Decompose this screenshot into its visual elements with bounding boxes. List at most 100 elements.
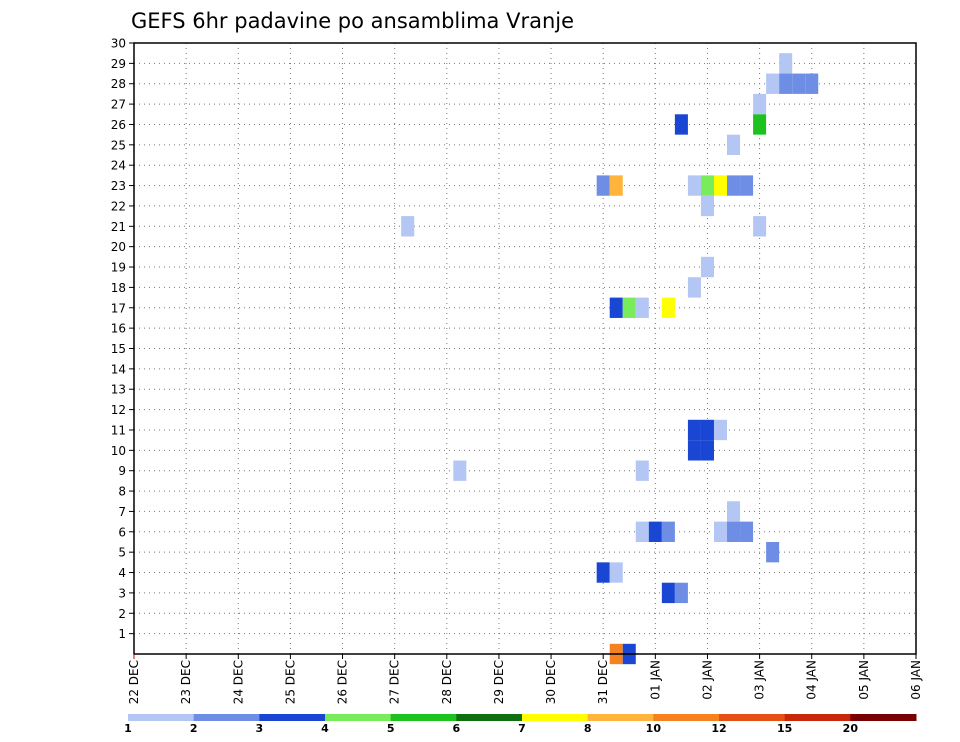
- heatmap-cell: [687, 175, 701, 196]
- y-tick-label: 18: [111, 281, 126, 295]
- x-tick-label: 23 DEC: [179, 660, 193, 704]
- x-tick-label: 22 DEC: [127, 660, 141, 704]
- x-tick-label: 31 DEC: [596, 660, 610, 704]
- x-tick-label: 27 DEC: [388, 660, 402, 704]
- heatmap-cell: [661, 582, 675, 604]
- colorbar-segment: [456, 714, 523, 721]
- x-tick-label: 05 JAN: [857, 660, 871, 700]
- heatmap-cell: [740, 521, 754, 542]
- heatmap-cell: [635, 521, 649, 542]
- heatmap-cell: [766, 541, 780, 563]
- y-tick-label: 4: [118, 566, 126, 580]
- y-tick-label: 16: [111, 322, 126, 336]
- x-tick-label: 28 DEC: [440, 660, 454, 704]
- y-tick-label: 28: [111, 77, 126, 91]
- heatmap-cell: [700, 419, 714, 441]
- x-tick-label: 25 DEC: [283, 660, 297, 704]
- heatmap-cell: [766, 73, 780, 94]
- y-tick-label: 8: [118, 485, 126, 499]
- y-tick-label: 23: [111, 179, 126, 193]
- heatmap-cell: [609, 562, 623, 583]
- heatmap-cell: [805, 73, 819, 94]
- heatmap-cell: [635, 460, 649, 481]
- colorbar: 1 2 3 4 5 6 7 8 10 12 15 20: [124, 714, 917, 735]
- x-tick-label: 26 DEC: [336, 660, 350, 704]
- heatmap-cell: [648, 521, 662, 542]
- heatmap-cell: [713, 175, 728, 196]
- colorbar-segment: [719, 714, 786, 721]
- heatmap-cell: [674, 114, 688, 135]
- heatmap-cell: [453, 460, 467, 481]
- colorbar-segment: [390, 714, 457, 721]
- heatmap-cell: [727, 501, 741, 522]
- y-tick-label: 22: [111, 199, 126, 213]
- y-tick-label: 1: [118, 627, 126, 641]
- heatmap-cell: [622, 297, 636, 318]
- heatmap-cell: [609, 297, 623, 318]
- y-tick-label: 2: [118, 607, 126, 621]
- heatmap-cell: [779, 73, 793, 94]
- heatmap-cell: [596, 562, 610, 583]
- y-tick-label: 15: [111, 342, 126, 356]
- heatmap-cell: [713, 521, 728, 542]
- colorbar-label: 4: [321, 722, 329, 735]
- y-tick-label: 13: [111, 383, 126, 397]
- y-tick-label: 14: [111, 362, 126, 376]
- y-tick-label: 24: [111, 159, 126, 173]
- colorbar-label: 6: [453, 722, 461, 735]
- heatmap-cell: [661, 297, 675, 318]
- colorbar-label: 1: [124, 722, 132, 735]
- y-tick-label: 30: [111, 37, 126, 51]
- heatmap-cell: [727, 521, 741, 542]
- grid-lines: [134, 42, 916, 654]
- x-tick-label: 04 JAN: [805, 660, 819, 700]
- colorbar-label: 12: [711, 722, 726, 735]
- heatmap-cell: [687, 419, 701, 441]
- heatmap-cell: [635, 297, 649, 318]
- heatmap-cell: [700, 256, 714, 278]
- heatmap-cell: [687, 277, 701, 298]
- heatmap-cell: [609, 175, 623, 196]
- heatmap-cell: [596, 175, 610, 196]
- heatmap-cell: [401, 216, 415, 237]
- y-tick-label: 25: [111, 138, 126, 152]
- colorbar-label: 3: [256, 722, 264, 735]
- colorbar-label: 5: [387, 722, 395, 735]
- heatmap-cell: [700, 175, 714, 196]
- x-tick-label: 24 DEC: [231, 660, 245, 704]
- y-tick-label: 5: [118, 546, 126, 560]
- heatmap-cell: [779, 53, 793, 74]
- x-tick-label: 03 JAN: [753, 660, 767, 700]
- y-tick-label: 3: [118, 586, 126, 600]
- colorbar-segment: [193, 714, 260, 721]
- y-tick-label: 17: [111, 301, 126, 315]
- y-tick-label: 26: [111, 118, 126, 132]
- x-axis: 22 DEC 23 DEC 24 DEC 25 DEC 26 DEC 27 DEC 28 D…: [127, 654, 923, 704]
- heatmap-cell: [740, 175, 754, 196]
- heatmap-cell: [753, 216, 767, 237]
- heatmap-cell: [713, 419, 728, 441]
- x-tick-label: 06 JAN: [909, 660, 923, 700]
- y-tick-label: 12: [111, 403, 126, 417]
- y-tick-label: 19: [111, 261, 126, 275]
- colorbar-segment: [784, 714, 851, 721]
- heatmap-cell: [753, 114, 767, 135]
- chart-title: GEFS 6hr padavine po ansamblima Vranje: [131, 9, 574, 33]
- x-tick-label: 30 DEC: [544, 660, 558, 704]
- heatmap-cells: [401, 53, 819, 665]
- colorbar-label: 10: [646, 722, 662, 735]
- colorbar-label: 20: [843, 722, 859, 735]
- x-tick-label: 01 JAN: [648, 660, 662, 700]
- colorbar-label: 8: [584, 722, 592, 735]
- colorbar-label: 7: [518, 722, 526, 735]
- colorbar-label: 2: [190, 722, 198, 735]
- colorbar-segment: [587, 714, 654, 721]
- heatmap-cell: [700, 195, 714, 217]
- y-tick-label: 20: [111, 240, 126, 254]
- heatmap-cell: [687, 440, 701, 461]
- heatmap-cell: [792, 73, 806, 94]
- heatmap-cell: [753, 93, 767, 115]
- colorbar-segment: [128, 714, 195, 721]
- colorbar-segment: [850, 714, 917, 721]
- colorbar-segment: [325, 714, 392, 721]
